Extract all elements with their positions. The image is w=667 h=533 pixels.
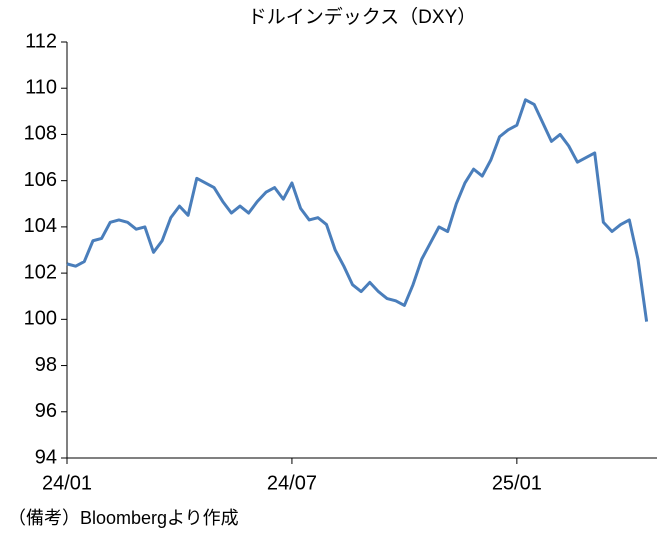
y-tick-label: 94 [35,446,57,468]
y-tick-label: 112 [25,30,57,52]
y-tick-label: 110 [25,77,57,99]
y-tick-label: 106 [24,169,57,191]
x-tick-label: 24/07 [267,472,317,494]
y-tick-label: 104 [24,215,57,237]
y-tick-label: 108 [24,123,57,145]
y-tick-label: 96 [35,400,57,422]
y-tick-label: 102 [24,261,57,283]
chart-note: （備考）Bloombergより作成 [8,508,239,528]
x-tick-label: 25/01 [492,472,542,494]
chart-title: ドルインデックス（DXY） [248,6,477,28]
y-tick-label: 98 [35,354,57,376]
x-tick-label: 24/01 [42,472,92,494]
y-tick-label: 100 [24,308,57,330]
data-line [66,98,649,322]
